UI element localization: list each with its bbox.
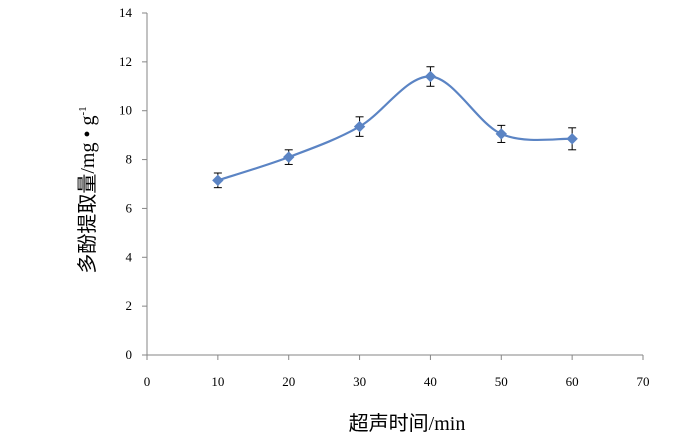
x-tick-label: 20 [282,374,295,389]
data-point [353,120,366,133]
y-axis-title-main: 多酚提取量/mg • g [76,116,99,274]
x-tick-label: 0 [144,374,151,389]
data-point [424,70,437,83]
x-axis-title: 超声时间/min [349,412,466,434]
y-tick-label: 4 [126,249,133,264]
y-tick-label: 10 [119,103,132,118]
x-tick-label: 50 [495,374,508,389]
data-point [212,174,224,187]
data-point [283,151,295,163]
x-tick-label: 70 [637,374,650,389]
y-tick-label: 14 [119,5,133,20]
data-point [566,133,578,145]
y-tick-label: 6 [126,200,133,215]
y-axis-title-superscript: -1 [77,106,89,115]
ticks: 0 2 4 6 8 10 12 14 0 10 20 30 40 50 60 70 [119,5,650,389]
series-line [217,75,573,182]
x-tick-label: 30 [353,374,366,389]
y-axis-title: 多酚提取量/mg • g-1 [76,106,99,273]
x-tick-label: 40 [424,374,437,389]
y-tick-label: 8 [126,152,133,167]
data-markers [212,70,578,187]
data-point [495,128,507,140]
axes [146,13,643,356]
y-tick-label: 0 [126,347,133,362]
series-line-group [217,75,573,182]
error-bars [213,66,577,189]
x-tick-label: 60 [566,374,579,389]
x-tick-label: 10 [211,374,224,389]
y-tick-label: 12 [119,54,132,69]
y-tick-label: 2 [126,298,133,313]
